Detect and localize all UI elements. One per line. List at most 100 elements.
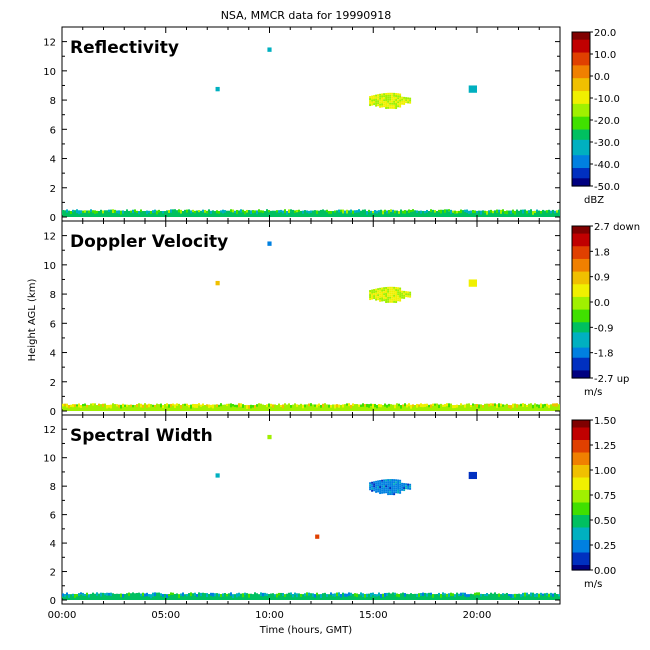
- colorbar-segment: [572, 487, 590, 491]
- data-cell: [392, 592, 394, 597]
- colorbar-segment: [572, 485, 590, 489]
- data-cell: [370, 403, 372, 406]
- data-cell: [548, 593, 550, 598]
- data-cell: [542, 593, 544, 596]
- data-cell: [383, 297, 386, 300]
- data-cell: [482, 594, 484, 597]
- data-cell: [314, 404, 316, 407]
- data-cell: [236, 593, 238, 598]
- colorbar-segment: [572, 520, 590, 524]
- data-cell: [76, 594, 78, 597]
- colorbar-segment: [572, 345, 590, 349]
- data-cell: [387, 94, 390, 97]
- data-cell: [466, 403, 468, 408]
- data-cell: [82, 403, 84, 407]
- data-cell: [202, 209, 204, 213]
- colorbar-tick-label: 20.0: [594, 28, 616, 39]
- data-cell: [536, 404, 538, 407]
- data-cell: [444, 404, 446, 407]
- colorbar-segment: [572, 271, 590, 275]
- data-cell: [399, 485, 402, 488]
- data-cell: [399, 299, 402, 302]
- data-cell: [204, 593, 206, 596]
- data-cell: [460, 209, 462, 214]
- data-cell: [548, 209, 550, 213]
- data-cell: [118, 404, 120, 408]
- data-cell: [486, 593, 488, 597]
- data-cell: [268, 403, 270, 407]
- data-cell: [348, 210, 350, 214]
- data-cell: [304, 210, 306, 214]
- data-cell: [298, 593, 300, 597]
- cloud: [369, 286, 412, 304]
- colorbar-segment: [572, 309, 590, 313]
- data-cell: [434, 210, 436, 213]
- data-cell: [298, 209, 300, 212]
- data-cell: [377, 292, 380, 295]
- data-cell: [206, 404, 208, 407]
- data-cell: [168, 210, 170, 213]
- data-cell: [405, 485, 408, 488]
- data-cell: [373, 95, 376, 98]
- data-cell: [405, 293, 408, 296]
- data-cell: [393, 100, 396, 103]
- data-cell: [385, 292, 388, 295]
- data-cell: [358, 209, 360, 213]
- data-cell: [248, 405, 250, 409]
- data-cell: [298, 404, 300, 408]
- data-cell: [452, 405, 454, 409]
- data-cell: [132, 404, 134, 408]
- data-cell: [385, 94, 388, 97]
- data-cell: [377, 98, 380, 101]
- data-cell: [526, 592, 528, 596]
- data-cell: [373, 297, 376, 300]
- data-cell: [530, 403, 532, 406]
- data-cell: [426, 209, 428, 213]
- data-cell: [399, 93, 402, 96]
- y-tick-label: 0: [50, 596, 56, 607]
- y-tick-label: 2: [50, 568, 56, 579]
- data-cell: [102, 403, 104, 407]
- data-cell: [78, 210, 80, 215]
- data-cell: [274, 210, 276, 214]
- colorbar-segment: [572, 560, 590, 564]
- data-cell: [204, 405, 206, 409]
- data-cell: [391, 493, 394, 496]
- data-cell: [397, 485, 400, 488]
- data-cell: [369, 486, 372, 489]
- data-cell: [238, 210, 240, 214]
- data-cell: [369, 96, 372, 99]
- data-cell: [440, 593, 442, 598]
- data-cell: [386, 404, 388, 408]
- data-cell: [402, 404, 404, 407]
- data-cell: [226, 403, 228, 407]
- colorbar-segment: [572, 121, 590, 125]
- data-cell: [389, 288, 392, 291]
- data-cell: [414, 593, 416, 596]
- data-cell: [422, 592, 424, 596]
- data-cell: [454, 210, 456, 214]
- data-cell: [348, 592, 350, 596]
- colorbar-segment: [572, 253, 590, 257]
- data-cell: [379, 95, 382, 98]
- data-cell: [194, 592, 196, 596]
- data-cell: [215, 473, 220, 478]
- data-cell: [374, 403, 376, 408]
- colorbar-segment: [572, 266, 590, 270]
- data-cell: [438, 404, 440, 409]
- y-tick-label: 4: [50, 155, 56, 166]
- data-cell: [399, 97, 402, 100]
- data-cell: [390, 404, 392, 407]
- data-cell: [270, 210, 272, 214]
- data-cell: [385, 286, 388, 289]
- colorbar-segment: [572, 246, 590, 250]
- data-cell: [296, 209, 298, 213]
- data-cell: [98, 593, 100, 597]
- data-cell: [385, 483, 388, 486]
- data-cell: [228, 210, 230, 214]
- data-cell: [397, 481, 400, 484]
- data-cell: [371, 99, 374, 102]
- data-cell: [387, 296, 390, 299]
- data-cell: [124, 210, 126, 215]
